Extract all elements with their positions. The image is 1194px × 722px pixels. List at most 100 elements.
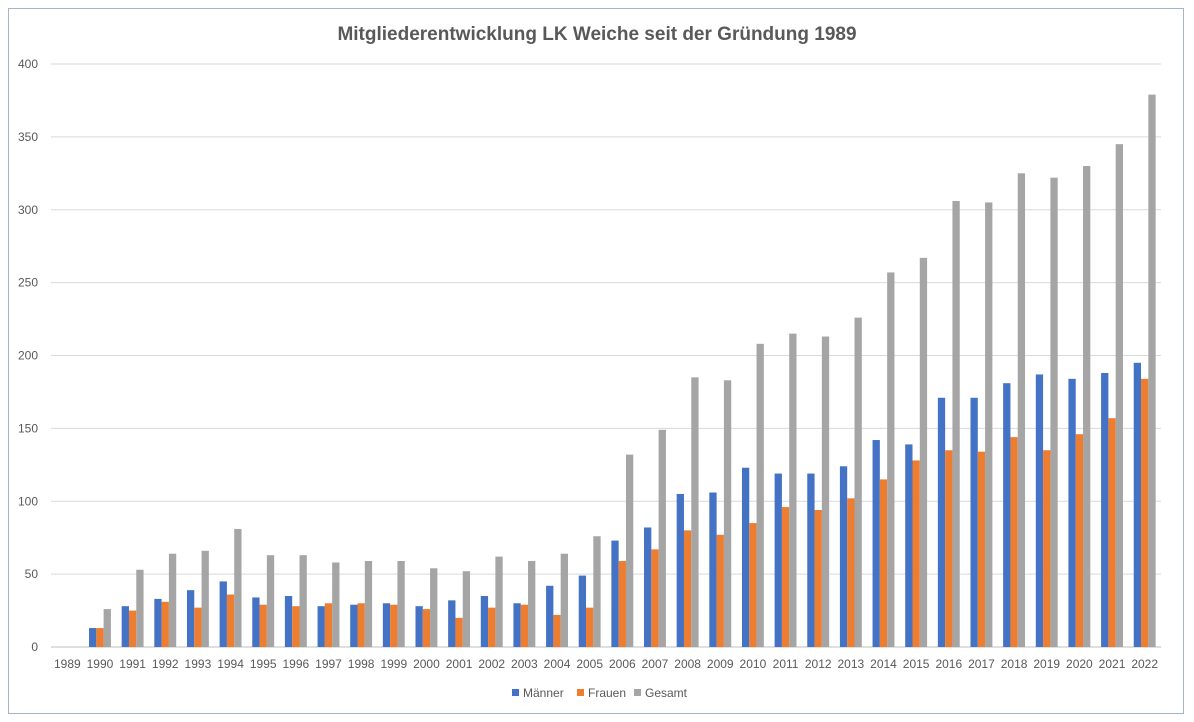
x-tick-label: 2011	[773, 657, 799, 671]
chart-frame: Mitgliederentwicklung LK Weiche seit der…	[8, 8, 1184, 714]
x-tick-label: 1992	[152, 657, 179, 671]
y-tick-label: 300	[18, 203, 38, 217]
bar-gesamt-1999	[397, 561, 405, 647]
x-tick-label: 2012	[805, 657, 832, 671]
bar-gesamt-1998	[364, 561, 373, 647]
x-tick-label: 2017	[968, 657, 995, 671]
x-tick-label: 1998	[348, 657, 375, 671]
bar-frauen-2011	[781, 507, 790, 647]
x-tick-label: 2004	[544, 657, 571, 671]
bar-m-nner-2004	[546, 585, 554, 647]
bar-m-nner-2013	[839, 466, 848, 647]
x-tick-label: 1990	[87, 657, 114, 671]
bar-m-nner-2001	[448, 600, 456, 647]
bar-frauen-1998	[357, 603, 365, 647]
bar-gesamt-2003	[528, 561, 536, 647]
bar-frauen-1993	[194, 607, 202, 647]
x-tick-label: 2003	[511, 657, 538, 671]
bar-m-nner-1991	[121, 606, 129, 647]
y-tick-label: 50	[25, 567, 39, 581]
bar-gesamt-1997	[332, 562, 340, 647]
bar-gesamt-1990	[103, 609, 111, 647]
bar-gesamt-2001	[462, 571, 471, 647]
x-tick-label: 1991	[119, 657, 146, 671]
bar-frauen-2004	[553, 614, 561, 647]
bar-chart: Mitgliederentwicklung LK Weiche seit der…	[18, 24, 1161, 700]
bar-m-nner-1998	[350, 604, 358, 647]
bar-frauen-2000	[422, 609, 431, 647]
y-tick-label: 150	[18, 421, 38, 435]
x-tick-label: 2018	[1001, 657, 1028, 671]
x-tick-label: 1995	[250, 657, 277, 671]
bar-gesamt-2018	[1017, 173, 1026, 647]
bar-m-nner-1990	[89, 628, 97, 647]
bar-m-nner-2006	[611, 540, 619, 647]
y-tick-label: 400	[18, 57, 38, 71]
x-axis-tick-labels: 1989 1990 1991 1992 1993 1994 1995 1996 1997 1998…	[54, 657, 1158, 671]
bar-frauen-2003	[520, 604, 529, 647]
bar-m-nner-1999	[382, 603, 391, 647]
x-tick-label: 1994	[217, 657, 244, 671]
legend-label: Männer	[523, 686, 564, 700]
bar-gesamt-2010	[756, 343, 764, 647]
bar-m-nner-2007	[644, 527, 652, 647]
bar-frauen-2010	[749, 523, 757, 647]
bar-gesamt-1996	[299, 555, 307, 647]
x-tick-label: 2008	[674, 657, 701, 671]
x-tick-label: 2015	[903, 657, 930, 671]
x-tick-label: 2009	[707, 657, 734, 671]
bar-frauen-1999	[390, 604, 398, 647]
x-tick-label: 2001	[446, 657, 473, 671]
bar-m-nner-1994	[219, 581, 227, 647]
bar-m-nner-2012	[807, 473, 815, 647]
bar-gesamt-2014	[887, 272, 895, 647]
bar-frauen-1996	[292, 606, 300, 647]
bar-frauen-2007	[651, 549, 659, 647]
bar-frauen-2001	[455, 617, 463, 647]
bar-frauen-2005	[586, 607, 594, 647]
bar-m-nner-2003	[513, 603, 521, 647]
legend-swatch	[577, 689, 584, 696]
bar-m-nner-2015	[905, 444, 913, 647]
bar-gesamt-2005	[593, 536, 601, 647]
bar-frauen-1995	[259, 604, 267, 647]
bar-frauen-2008	[683, 530, 692, 647]
bar-frauen-1997	[324, 603, 333, 647]
bar-gesamt-1995	[266, 555, 275, 647]
x-tick-label: 1993	[185, 657, 212, 671]
x-tick-label: 2007	[642, 657, 669, 671]
bar-m-nner-2005	[578, 575, 587, 647]
bar-gesamt-2002	[495, 556, 503, 647]
bar-gesamt-2022	[1148, 94, 1156, 648]
x-tick-label: 1997	[315, 657, 342, 671]
bar-m-nner-1992	[154, 598, 162, 647]
y-tick-label: 200	[18, 349, 38, 363]
legend-label: Gesamt	[645, 686, 688, 700]
bar-gesamt-1994	[234, 528, 242, 647]
x-tick-label: 2013	[838, 657, 865, 671]
bar-frauen-2006	[618, 561, 626, 647]
bar-m-nner-1996	[284, 595, 293, 647]
bar-m-nner-2019	[1035, 374, 1044, 647]
x-tick-label: 1996	[283, 657, 310, 671]
bar-gesamt-2004	[560, 553, 568, 647]
chart-title: Mitgliederentwicklung LK Weiche seit der…	[337, 24, 856, 45]
bar-frauen-2012	[814, 510, 822, 647]
x-tick-label: 1999	[380, 657, 407, 671]
bar-gesamt-1991	[136, 569, 144, 647]
x-tick-label: 2002	[478, 657, 505, 671]
x-tick-label: 2000	[413, 657, 440, 671]
legend-swatch	[512, 689, 519, 696]
x-tick-label: 2010	[740, 657, 767, 671]
x-tick-label: 1989	[54, 657, 81, 671]
bar-gesamt-2000	[430, 568, 438, 647]
bar-frauen-2013	[847, 498, 855, 647]
bars	[89, 94, 1156, 648]
bar-frauen-2002	[488, 607, 496, 647]
x-tick-label: 2019	[1033, 657, 1060, 671]
bar-m-nner-2022	[1133, 362, 1142, 647]
bar-m-nner-2000	[415, 606, 423, 647]
x-tick-label: 2020	[1066, 657, 1093, 671]
bar-frauen-2022	[1141, 378, 1149, 647]
bar-m-nner-2010	[741, 467, 750, 647]
